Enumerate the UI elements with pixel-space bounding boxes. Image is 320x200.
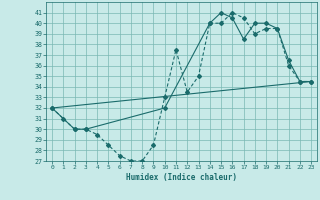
X-axis label: Humidex (Indice chaleur): Humidex (Indice chaleur) (126, 173, 237, 182)
